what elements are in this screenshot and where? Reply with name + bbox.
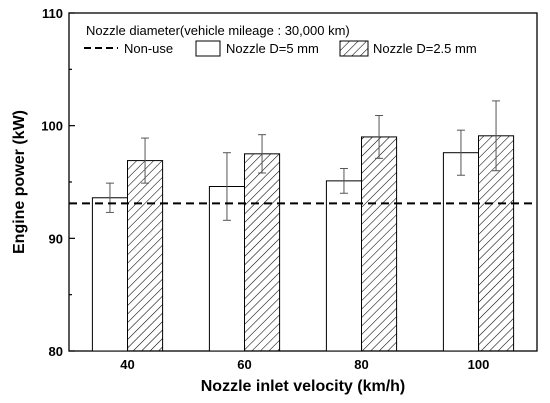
- legend-label-nozzle-5mm: Nozzle D=5 mm: [226, 41, 319, 56]
- error-bars: [105, 100, 501, 221]
- x-axis-ticks: 40 60 80 100: [120, 345, 489, 372]
- bar-nozzle-5mm: [325, 180, 362, 352]
- y-tick-label: 100: [41, 119, 63, 134]
- y-tick-label: 90: [49, 231, 63, 246]
- legend-label-nozzle-2-5mm: Nozzle D=2.5 mm: [373, 41, 477, 56]
- legend: Nozzle diameter(vehicle mileage : 30,000…: [84, 23, 477, 57]
- y-tick-label: 110: [42, 6, 63, 21]
- bar-nozzle-5mm: [442, 152, 479, 352]
- bar-nozzle-2-5mm: [478, 135, 515, 352]
- x-axis-title: Nozzle inlet velocity (km/h): [201, 378, 405, 395]
- legend-heading: Nozzle diameter(vehicle mileage : 30,000…: [86, 23, 350, 38]
- y-axis-ticks: 80 90 100 110: [41, 6, 75, 359]
- legend-swatch-nozzle-5mm: [195, 40, 221, 57]
- x-tick-label: 80: [354, 357, 368, 372]
- bar-nozzle-2-5mm: [127, 160, 164, 352]
- bars: [91, 135, 515, 352]
- y-axis-title: Engine power (kW): [11, 110, 28, 254]
- x-tick-label: 60: [237, 357, 251, 372]
- y-tick-label: 80: [49, 344, 63, 359]
- bar-nozzle-2-5mm: [361, 136, 398, 352]
- bar-nozzle-2-5mm: [244, 153, 281, 352]
- legend-swatch-nozzle-2-5mm: [339, 40, 369, 57]
- x-tick-label: 100: [468, 357, 490, 372]
- bar-nozzle-5mm: [91, 197, 128, 352]
- legend-label-non-use: Non-use: [124, 41, 173, 56]
- x-tick-label: 40: [120, 357, 134, 372]
